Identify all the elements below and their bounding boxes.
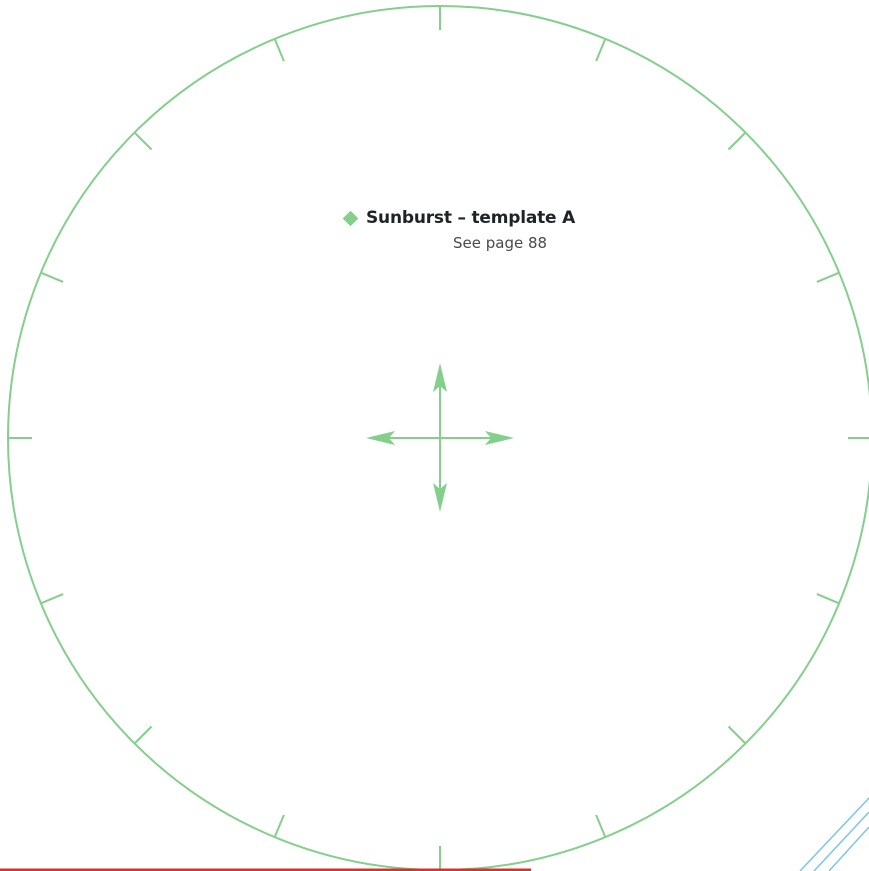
label-title-row: Sunburst – template A	[342, 206, 576, 230]
tick-mark	[273, 38, 285, 62]
page-reference: See page 88	[453, 234, 548, 252]
template-title: Sunburst – template A	[366, 208, 576, 228]
corner-line	[799, 797, 869, 871]
corner-line	[828, 826, 869, 871]
tick-mark	[595, 38, 607, 62]
circle-tick-marks	[8, 6, 869, 870]
tick-mark	[133, 725, 153, 745]
crosshair-arrows-icon	[366, 363, 514, 512]
arrow-right-icon	[485, 431, 514, 445]
tick-mark	[816, 271, 840, 283]
arrow-up-icon	[433, 363, 447, 392]
tick-mark	[727, 131, 747, 151]
tick-mark	[133, 131, 153, 151]
tick-mark	[595, 814, 607, 838]
tick-mark	[273, 814, 285, 838]
arrow-left-icon	[366, 431, 395, 445]
corner-decor-lines	[799, 797, 869, 871]
tick-mark	[40, 271, 64, 283]
tick-mark	[40, 593, 64, 605]
template-label: Sunburst – template A See page 88	[342, 206, 576, 252]
tick-mark	[816, 593, 840, 605]
corner-line	[813, 811, 869, 871]
arrow-down-icon	[433, 483, 447, 512]
diamond-icon	[342, 210, 359, 226]
tick-mark	[727, 725, 747, 745]
